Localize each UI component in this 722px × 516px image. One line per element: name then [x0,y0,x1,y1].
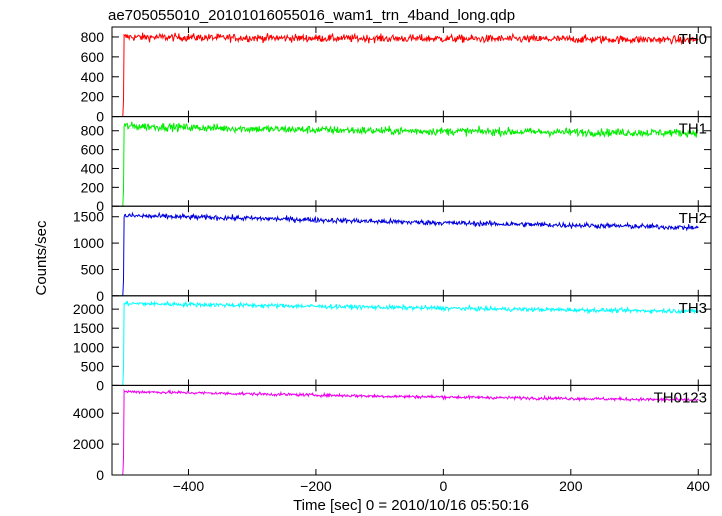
series-line-th1 [122,121,699,207]
y-axis-label: Counts/sec [33,220,50,296]
y-tick-label: 500 [81,261,105,277]
y-tick-label: 0 [96,109,104,125]
series-line-th2 [122,211,699,296]
x-tick-label: −200 [300,478,332,494]
series-line-th0123 [122,388,699,476]
y-tick-label: 400 [81,160,105,176]
x-tick-label: 0 [439,478,447,494]
panel-frame-th2 [111,205,712,297]
y-tick-label: 600 [81,142,105,158]
y-tick-label: 0 [96,467,104,483]
chart-title: ae705055010_20101016055016_wam1_trn_4ban… [108,7,515,24]
panel-label-th2: TH2 [679,210,707,227]
series-line-th0 [122,32,699,117]
x-tick-label: −400 [173,478,205,494]
y-tick-label: 600 [81,49,105,65]
panel-frame-th1 [111,116,712,207]
panel-label-th1: TH1 [679,121,707,138]
x-axis-label: Time [sec] 0 = 2010/10/16 05:50:16 [293,497,529,514]
y-tick-label: 800 [81,123,105,139]
y-tick-label: 1500 [73,209,104,225]
panel-frame-th0123 [111,384,712,476]
series-line-th3 [122,300,699,386]
y-tick-label: 0 [96,198,104,214]
y-tick-label: 400 [81,69,105,85]
y-tick-label: 1500 [73,320,104,336]
y-tick-label: 1000 [73,235,104,251]
y-tick-label: 200 [81,179,105,195]
y-tick-label: 2000 [73,301,104,317]
y-tick-label: 500 [81,358,105,374]
y-tick-label: 4000 [73,405,104,421]
y-tick-label: 800 [81,29,105,45]
panel-label-th3: TH3 [679,300,707,317]
panel-label-th0: TH0 [679,31,707,48]
panel-label-th0123: TH0123 [654,389,707,406]
y-tick-label: 2000 [73,436,104,452]
x-tick-label: 200 [559,478,583,494]
y-tick-label: 0 [96,288,104,304]
x-tick-label: 400 [687,478,711,494]
y-tick-label: 1000 [73,339,104,355]
panels-group: 0 200 400 600 800 TH0 0 200 400 600 800 TH1 0 500 1000… [73,26,712,494]
y-tick-label: 0 [96,377,104,393]
y-tick-label: 200 [81,89,105,105]
